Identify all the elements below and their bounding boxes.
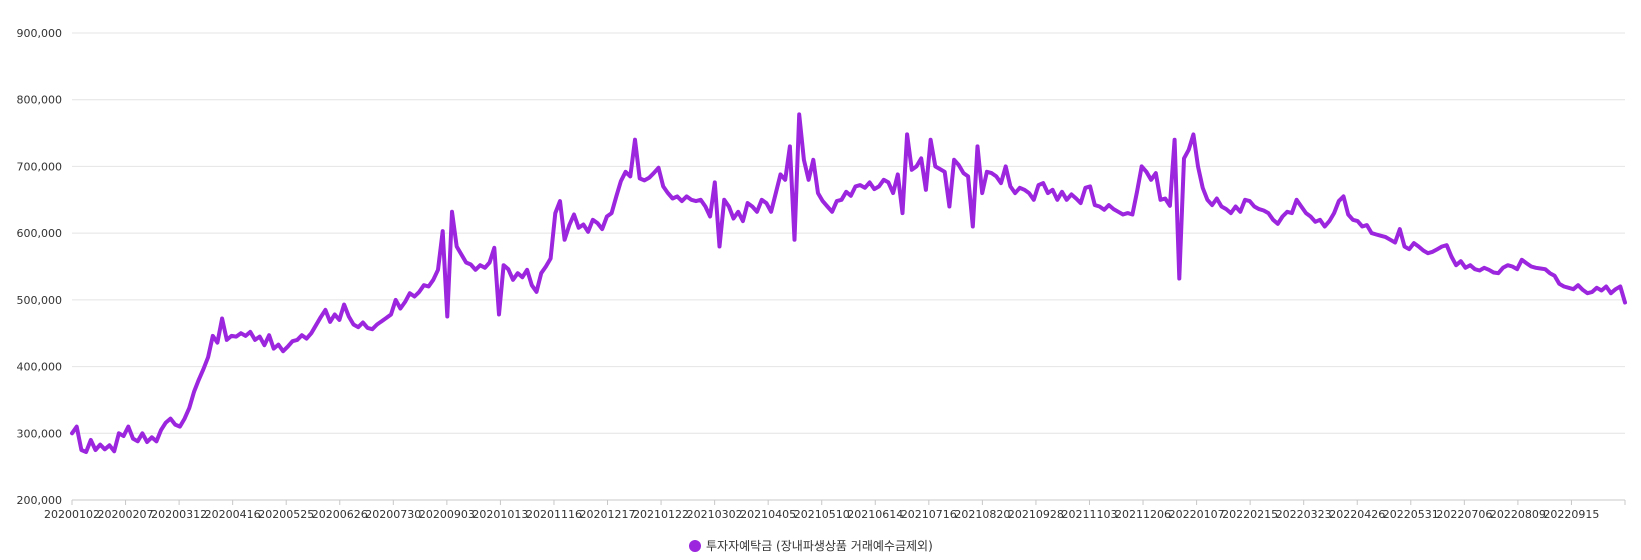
x-tick-label: 20200626 bbox=[312, 508, 368, 521]
y-tick-label: 300,000 bbox=[17, 427, 63, 440]
x-tick-label: 20200102 bbox=[44, 508, 100, 521]
x-tick-label: 20210405 bbox=[740, 508, 796, 521]
x-tick-label: 20220323 bbox=[1276, 508, 1332, 521]
y-tick-label: 200,000 bbox=[17, 494, 63, 507]
legend-label: 투자자예탁금 (장내파생상품 거래예수금제외) bbox=[706, 539, 933, 553]
x-tick-label: 20200312 bbox=[151, 508, 207, 521]
x-tick-label: 20210928 bbox=[1008, 508, 1064, 521]
grid bbox=[72, 32, 1625, 501]
x-tick-label: 20200903 bbox=[419, 508, 475, 521]
y-tick-label: 900,000 bbox=[17, 27, 63, 40]
x-tick-label: 20220215 bbox=[1222, 508, 1278, 521]
x-tick-label: 20211206 bbox=[1115, 508, 1171, 521]
x-tick-label: 20210820 bbox=[954, 508, 1010, 521]
x-tick-label: 20200730 bbox=[365, 508, 421, 521]
y-tick-label: 400,000 bbox=[17, 361, 63, 374]
x-tick-label: 20200525 bbox=[258, 508, 314, 521]
x-tick-label: 20220107 bbox=[1169, 508, 1225, 521]
x-tick-label: 20210510 bbox=[794, 508, 850, 521]
legend-marker bbox=[689, 540, 701, 552]
x-tick-label: 20210122 bbox=[633, 508, 689, 521]
x-tick-label: 20220809 bbox=[1490, 508, 1546, 521]
series-line[interactable] bbox=[70, 112, 1627, 454]
y-axis-ticks: 200,000 300,000 400,000 500,000 600,000 700,0… bbox=[17, 27, 63, 507]
x-tick-label: 20201013 bbox=[472, 508, 528, 521]
y-tick-label: 600,000 bbox=[17, 227, 63, 240]
x-tick-label: 20200207 bbox=[98, 508, 154, 521]
y-tick-label: 800,000 bbox=[17, 94, 63, 107]
y-tick-label: 700,000 bbox=[17, 160, 63, 173]
x-tick-label: 20220426 bbox=[1329, 508, 1385, 521]
x-tick-label: 20220706 bbox=[1436, 508, 1492, 521]
y-tick-label: 500,000 bbox=[17, 294, 63, 307]
x-tick-label: 20210614 bbox=[847, 508, 903, 521]
x-tick-label: 20220915 bbox=[1543, 508, 1599, 521]
x-tick-label: 20220531 bbox=[1383, 508, 1439, 521]
x-tick-label: 20210302 bbox=[687, 508, 743, 521]
x-tick-label: 20211103 bbox=[1061, 508, 1117, 521]
x-axis-ticks: 2020010220200207202003122020041620200525… bbox=[44, 500, 1626, 521]
legend[interactable]: 투자자예탁금 (장내파생상품 거래예수금제외) bbox=[689, 539, 933, 553]
series-layer bbox=[70, 112, 1627, 454]
x-tick-label: 20201116 bbox=[526, 508, 582, 521]
x-tick-label: 20201217 bbox=[580, 508, 636, 521]
x-tick-label: 20210716 bbox=[901, 508, 957, 521]
x-tick-label: 20200416 bbox=[205, 508, 261, 521]
